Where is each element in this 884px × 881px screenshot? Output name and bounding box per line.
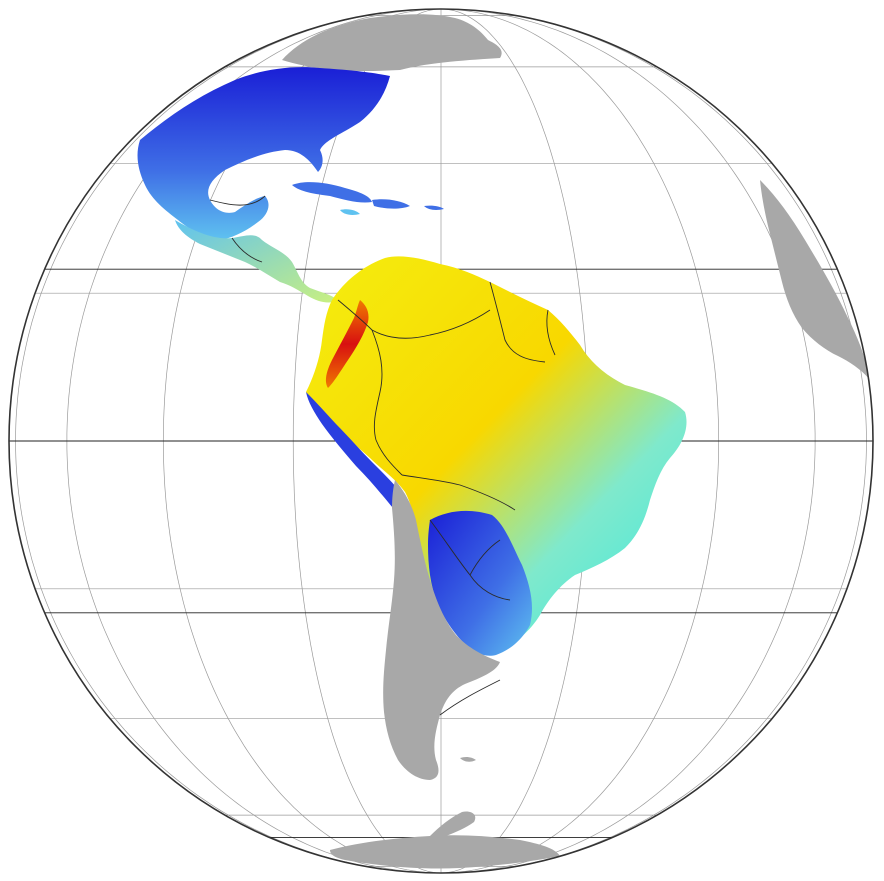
southern-cone-region (428, 510, 533, 656)
south-america-region (306, 256, 687, 651)
country-borders (209, 195, 556, 716)
central-america-region (175, 220, 338, 303)
pacific-coast-region (306, 392, 412, 525)
africa-coast-gray (760, 180, 870, 380)
north-america-region (137, 67, 390, 241)
patagonia-gray (383, 480, 500, 780)
globe-outline (8, 8, 874, 874)
antarctic-peninsula-gray (430, 811, 476, 836)
land-layer (137, 14, 870, 869)
north-landmass-gray (282, 14, 502, 71)
antarctica-gray (330, 835, 560, 869)
falkland-islands (460, 756, 476, 762)
caribbean-islands (292, 182, 444, 215)
andes-ridge-region (325, 300, 369, 388)
